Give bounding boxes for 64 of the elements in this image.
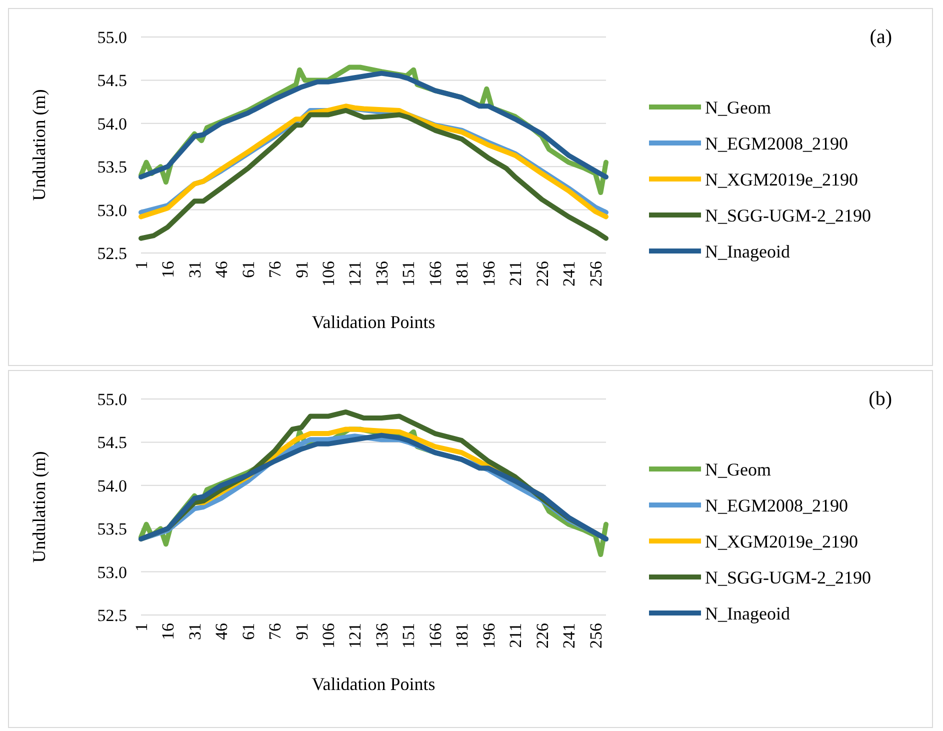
x-tick-label: 106 [319, 261, 338, 286]
legend-label: N_Inageoid [705, 241, 790, 262]
y-tick-label: 53.0 [97, 200, 127, 220]
y-tick-label: 53.5 [97, 520, 127, 539]
x-tick-label: 91 [292, 623, 312, 640]
x-tick-label: 181 [452, 261, 472, 286]
y-tick-label: 53.5 [97, 158, 127, 177]
x-tick-label: 226 [532, 261, 552, 286]
y-tick-label: 55.0 [97, 28, 127, 47]
legend-label: N_XGM2019e_2190 [705, 169, 858, 190]
x-tick-label: 46 [212, 261, 232, 278]
y-tick-label: 54.5 [97, 433, 127, 452]
x-tick-label: 241 [560, 623, 579, 648]
y-axis-title: Undulation (m) [29, 89, 49, 201]
x-tick-label: 61 [238, 623, 258, 640]
x-tick-label: 121 [346, 623, 365, 648]
text: (a) [870, 26, 892, 48]
x-tick-label: 256 [586, 623, 606, 648]
x-tick-label: 196 [479, 261, 498, 286]
legend-label: N_Inageoid [705, 603, 790, 624]
x-tick-label: 136 [372, 261, 392, 286]
legend-label: N_EGM2008_2190 [705, 495, 848, 516]
x-tick-label: 46 [212, 623, 232, 640]
legend-label: N_EGM2008_2190 [705, 133, 848, 154]
x-tick-label: 31 [185, 623, 204, 640]
x-tick-label: 136 [372, 623, 392, 648]
x-tick-label: 31 [185, 261, 204, 278]
x-tick-label: 121 [346, 261, 365, 286]
legend-label: N_XGM2019e_2190 [705, 531, 858, 552]
legend-label: N_SGG-UGM-2_2190 [705, 567, 871, 588]
y-tick-label: 52.5 [97, 244, 127, 263]
legend-label: N_Geom [705, 97, 771, 118]
y-tick-label: 52.5 [97, 606, 127, 625]
x-tick-label: 76 [266, 261, 285, 278]
x-tick-label: 196 [479, 623, 498, 648]
x-axis-title: Validation Points [312, 674, 436, 694]
legend-label: N_SGG-UGM-2_2190 [705, 205, 871, 226]
x-axis-title: Validation Points [312, 312, 436, 332]
x-tick-label: 211 [506, 261, 526, 286]
x-tick-label: 91 [292, 261, 312, 278]
y-tick-label: 53.0 [97, 562, 127, 582]
x-tick-label: 1 [132, 623, 151, 632]
y-tick-label: 54.0 [97, 114, 127, 134]
y-axis-title: Undulation (m) [29, 451, 49, 563]
y-tick-label: 54.0 [97, 476, 127, 496]
x-tick-label: 166 [426, 623, 445, 648]
x-tick-label: 181 [452, 623, 472, 648]
x-tick-label: 76 [266, 623, 285, 640]
x-tick-label: 61 [238, 261, 258, 278]
x-tick-label: 106 [319, 623, 338, 648]
x-tick-label: 151 [399, 623, 418, 648]
y-tick-label: 55.0 [97, 390, 127, 409]
y-tick-label: 54.5 [97, 71, 127, 90]
legend-label: N_Geom [705, 459, 771, 480]
x-tick-label: 1 [132, 261, 151, 270]
x-tick-label: 226 [532, 623, 552, 648]
x-tick-label: 211 [506, 623, 526, 648]
x-tick-label: 16 [158, 623, 178, 640]
x-tick-label: 151 [399, 261, 418, 286]
x-tick-label: 16 [158, 261, 178, 278]
x-tick-label: 241 [560, 261, 579, 286]
text: (b) [868, 388, 892, 410]
x-tick-label: 256 [586, 261, 606, 286]
x-tick-label: 166 [426, 261, 445, 286]
